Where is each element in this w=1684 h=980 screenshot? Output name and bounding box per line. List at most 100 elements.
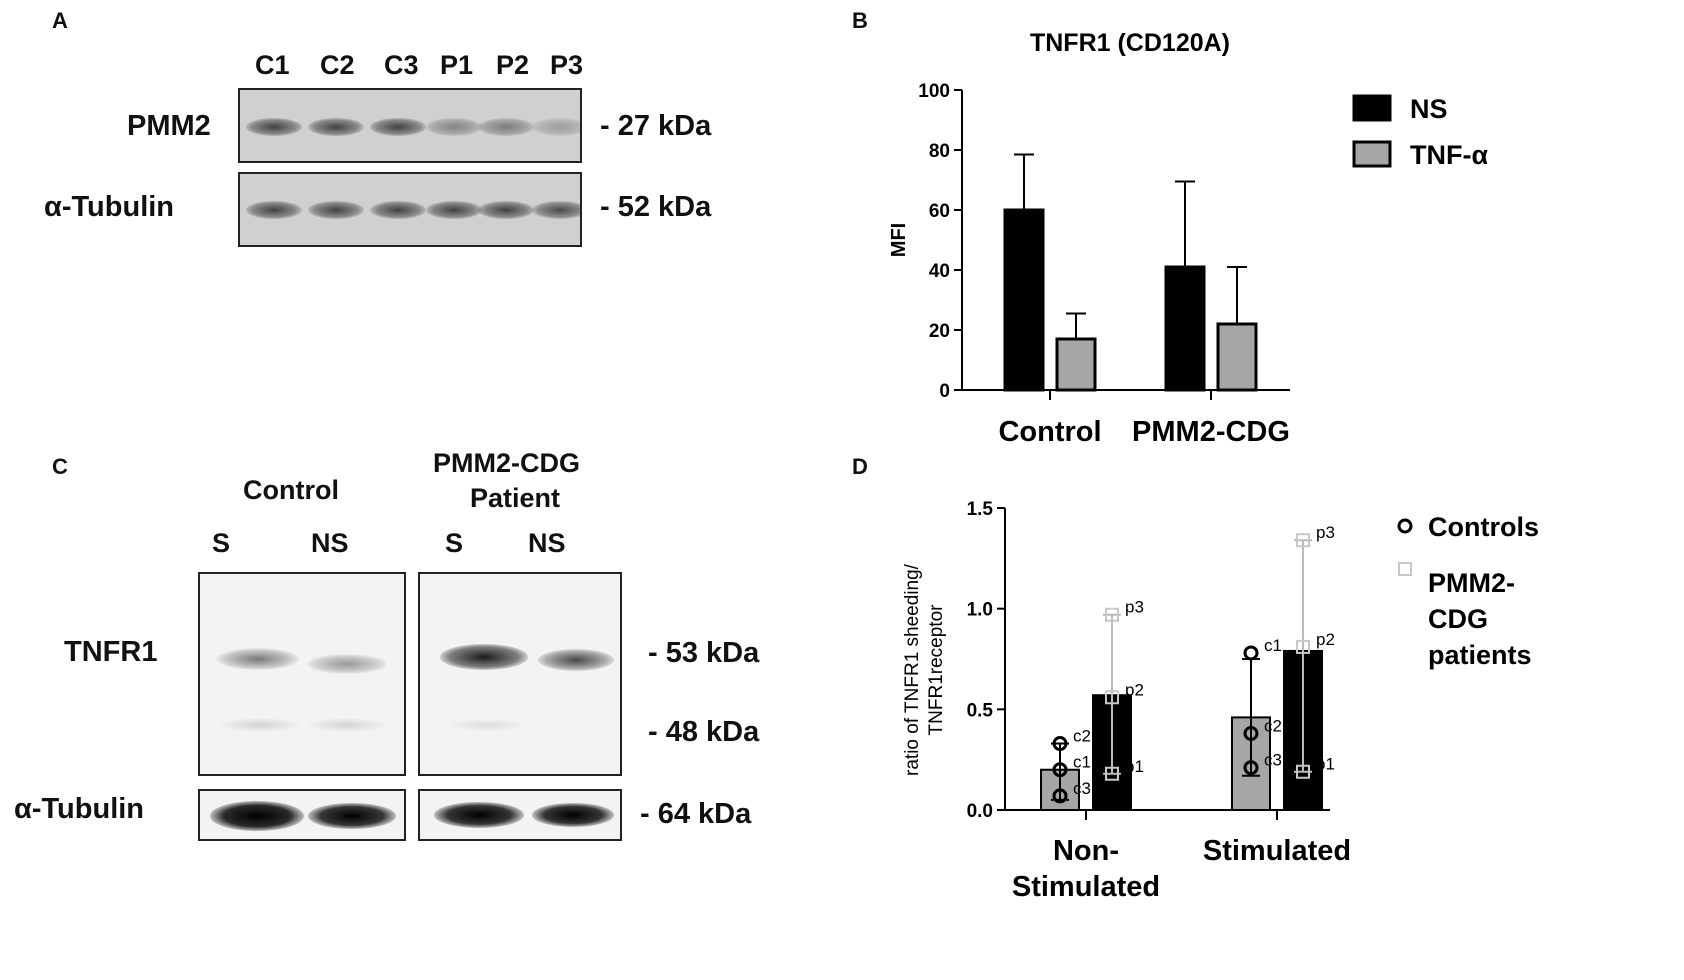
band: [308, 201, 364, 219]
band: [308, 803, 396, 829]
data-point-control: [1243, 760, 1259, 776]
group-control-label: Control: [243, 475, 339, 505]
panel-b-label: B: [852, 8, 868, 33]
x-tick-label: Control: [998, 416, 1101, 448]
kda-27: - 27 kDa: [600, 110, 712, 142]
y-tick-label: 20: [929, 321, 950, 342]
legend-marker-patients: [1398, 562, 1412, 576]
band: [478, 201, 534, 219]
lane-label-a: C3: [384, 50, 419, 80]
pmm2-row-label: PMM2: [127, 110, 211, 142]
pmm2-blot: [238, 88, 582, 163]
tubulin-row-label-c: α-Tubulin: [14, 793, 145, 825]
band: [448, 719, 524, 731]
band: [370, 118, 426, 136]
lane-label-a: C1: [255, 50, 290, 80]
point-label: c3: [1264, 751, 1282, 770]
band: [370, 201, 426, 219]
bar-tnf: [1055, 337, 1097, 392]
data-point-patient: [1296, 533, 1310, 548]
x-tick-label: Stimulated: [1012, 871, 1160, 903]
lane-label-a: C2: [320, 50, 355, 80]
group-patient-label-2: Patient: [470, 483, 561, 513]
y-tick-label: 80: [929, 141, 950, 162]
band: [440, 644, 528, 670]
legend-label: Controls: [1428, 512, 1539, 542]
band: [220, 718, 300, 732]
data-point-control: [1052, 788, 1068, 804]
y-tick-label: 0: [939, 381, 950, 402]
lane-c-1: S: [212, 528, 231, 558]
point-label: p1: [1125, 757, 1144, 776]
y-tick-label: 1.5: [967, 499, 994, 520]
tubulin-blot-control: [198, 789, 406, 841]
tubulin-row-label-a: α-Tubulin: [44, 191, 175, 223]
band: [308, 118, 364, 136]
band: [434, 802, 524, 828]
y-tick-label: 0.0: [967, 801, 993, 822]
kda-52: - 52 kDa: [600, 191, 712, 223]
data-point-control: [1052, 762, 1068, 778]
lane-c-3: S: [445, 528, 464, 558]
point-label: c3: [1073, 779, 1091, 798]
data-point-control: [1243, 645, 1259, 661]
y-tick-label: 100: [918, 81, 950, 102]
point-label: p2: [1316, 630, 1335, 649]
band: [532, 803, 614, 827]
kda-64: - 64 kDa: [640, 798, 752, 830]
tnfr1-blot-patient: [418, 572, 622, 776]
y-tick-label: 60: [929, 201, 950, 222]
group-patient-label-1: PMM2-CDG: [433, 448, 580, 478]
y-axis-label: MFI: [888, 223, 910, 257]
band: [538, 649, 614, 671]
data-point-patient: [1296, 639, 1310, 654]
lane-c-2: NS: [311, 528, 349, 558]
band: [246, 201, 302, 219]
point-label: c1: [1264, 636, 1282, 655]
legend-swatch: [1352, 140, 1392, 168]
legend-marker-controls: [1397, 518, 1413, 534]
band: [426, 201, 482, 219]
legend-label: CDG: [1428, 604, 1488, 634]
band: [210, 801, 304, 831]
legend-label: TNF-α: [1410, 140, 1488, 170]
tubulin-blot-patient: [418, 789, 622, 841]
point-label: p3: [1125, 598, 1144, 617]
data-point-patient: [1105, 690, 1119, 705]
point-label: p1: [1316, 755, 1335, 774]
lane-label-a: P3: [550, 50, 584, 80]
point-label: p3: [1316, 523, 1335, 542]
panel-d-label: D: [852, 454, 868, 479]
point-label: p2: [1125, 680, 1144, 699]
y-tick-label: 1.0: [967, 600, 993, 621]
lane-c-4: NS: [528, 528, 566, 558]
y-axis-label-1: ratio of TNFR1 sheeding/: [902, 563, 923, 776]
x-tick-label: Stimulated: [1203, 835, 1351, 867]
kda-53: - 53 kDa: [648, 637, 760, 669]
bar-ns: [1164, 265, 1206, 392]
data-point-control: [1243, 725, 1259, 741]
band: [478, 118, 534, 136]
band: [307, 654, 387, 674]
band: [532, 118, 580, 136]
legend-label: NS: [1410, 94, 1448, 124]
kda-48: - 48 kDa: [648, 716, 760, 748]
tnfr1-row-label: TNFR1: [64, 636, 158, 668]
y-tick-label: 0.5: [967, 700, 994, 721]
legend-label: patients: [1428, 640, 1532, 670]
panel-a-label: A: [52, 8, 68, 33]
point-label: c1: [1073, 753, 1091, 772]
data-point-patient: [1105, 607, 1119, 622]
lane-label-a: P1: [440, 50, 474, 80]
data-point-patient: [1105, 766, 1119, 781]
point-label: c2: [1264, 716, 1282, 735]
lane-label-a: P2: [496, 50, 530, 80]
data-point-control: [1052, 736, 1068, 752]
legend-label: PMM2-: [1428, 568, 1515, 598]
bar-tnf: [1216, 322, 1258, 392]
tubulin-blot-a: [238, 172, 582, 247]
band: [426, 118, 482, 136]
panel-c-label: C: [52, 454, 68, 479]
y-axis-label-2: TNFR1receptor: [926, 604, 947, 736]
chart-b: TNFR1 (CD120A) 0 20 40 60 80 100 MFI Control PMM2…: [888, 29, 1488, 448]
